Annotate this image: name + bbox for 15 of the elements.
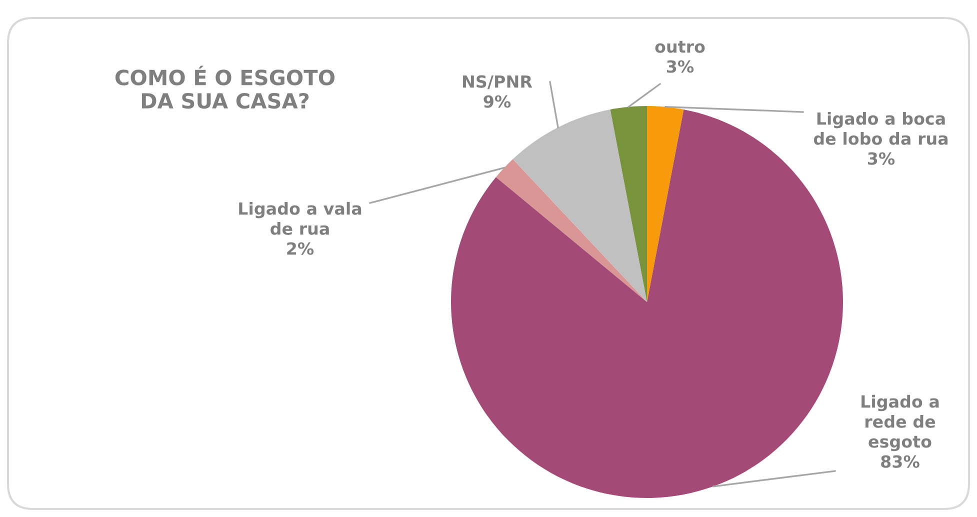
slice-label: Ligado a rede de esgoto bbox=[862, 394, 939, 452]
data-label: 83% bbox=[881, 455, 920, 468]
pie-slice bbox=[610, 106, 647, 302]
text: COMO É O ESGOTO DA SUA CASA? bbox=[115, 66, 335, 109]
slice-label: NS/PNR bbox=[463, 75, 532, 90]
slice-label: Ligado a boca de lobo da rua bbox=[814, 112, 948, 145]
data-label: 3% bbox=[666, 60, 694, 73]
slice-label: Ligado a vala de rua bbox=[239, 202, 362, 235]
data-label: 3% bbox=[868, 152, 895, 165]
pie-slice bbox=[496, 159, 647, 302]
data-label: 2% bbox=[287, 242, 314, 255]
data-label: 9% bbox=[484, 95, 511, 108]
pie-slice bbox=[647, 106, 684, 302]
slice-label: outro bbox=[655, 40, 705, 53]
pie-slice bbox=[512, 109, 647, 302]
